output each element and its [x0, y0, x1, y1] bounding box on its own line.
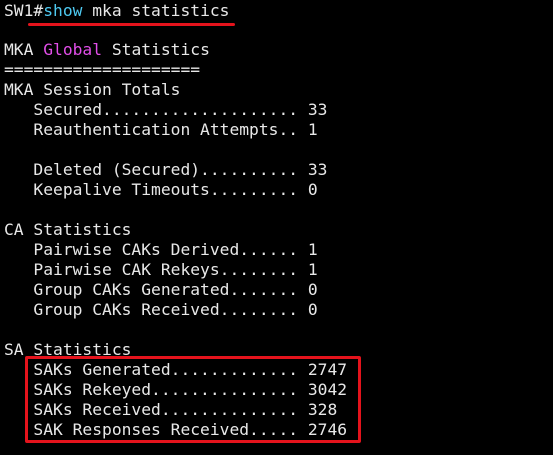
section-title-sa: SA Statistics	[4, 340, 132, 359]
stat-row: SAKs Rekeyed............... 3042	[4, 380, 348, 399]
section-title-ca: CA Statistics	[4, 220, 132, 239]
stat-row: SAKs Generated............. 2747	[4, 360, 348, 379]
command-underline-annotation	[28, 23, 235, 26]
stat-row: SAK Responses Received..... 2746	[4, 420, 348, 439]
stat-row: Reauthentication Attempts.. 1	[4, 120, 318, 139]
command-verb: show	[43, 1, 83, 20]
command-prompt-line: SW1#show mka statistics	[4, 1, 229, 21]
command-args: mka statistics	[82, 1, 230, 20]
heading-prefix: MKA	[4, 40, 44, 59]
stat-row: Group CAKs Received........ 0	[4, 300, 318, 319]
heading-suffix: Statistics	[102, 40, 210, 59]
section-title-session: MKA Session Totals	[4, 80, 181, 99]
stat-row: Pairwise CAK Rekeys........ 1	[4, 260, 318, 279]
global-heading: MKA Global Statistics	[4, 40, 210, 60]
heading-rule: ====================	[4, 60, 201, 79]
stat-row: Pairwise CAKs Derived...... 1	[4, 240, 318, 259]
hostname-prompt: SW1#	[4, 1, 44, 20]
stat-row: Deleted (Secured).......... 33	[4, 160, 328, 179]
heading-accent-word: Global	[43, 40, 103, 59]
stat-row: Secured.................... 33	[4, 100, 328, 119]
sa-highlight-annotation	[25, 356, 361, 443]
stat-row: Keepalive Timeouts......... 0	[4, 180, 318, 199]
stat-row: Group CAKs Generated....... 0	[4, 280, 318, 299]
stat-row: SAKs Received.............. 328	[4, 400, 338, 419]
